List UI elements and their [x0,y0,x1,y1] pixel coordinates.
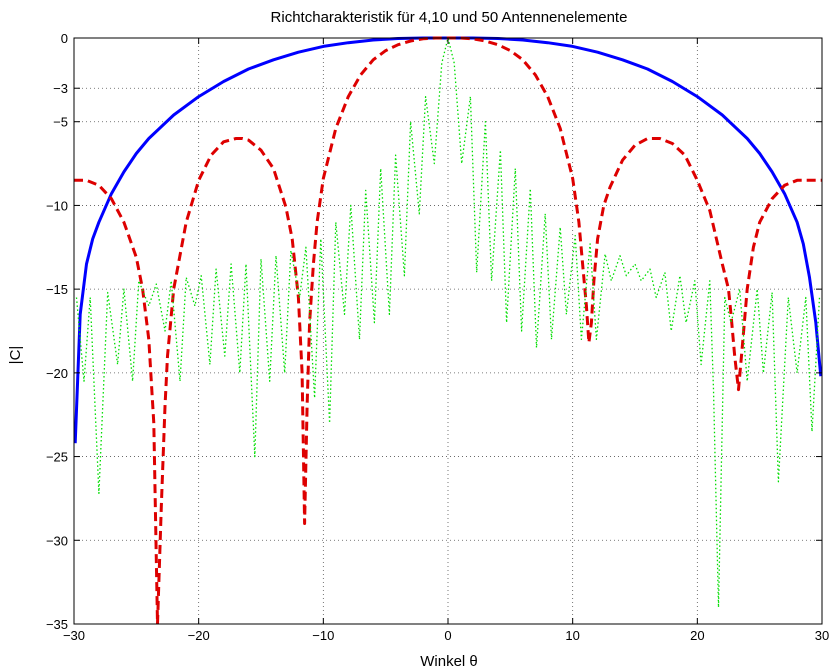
chart-title: Richtcharakteristik für 4,10 und 50 Ante… [271,9,628,26]
x-tick-label: 10 [565,628,579,643]
x-tick-label: −30 [63,628,85,643]
series-group [73,36,823,626]
y-tick-label: −10 [46,198,68,213]
axis-ticks: −30 −20 −10 0 10 20 300−3−5−10−15−20−25−30−35 [46,31,829,643]
plot-frame [73,37,823,625]
y-tick-label: −3 [53,81,68,96]
y-tick-label: −25 [46,450,68,465]
y-axis-label: |C| [7,346,24,365]
y-tick-label: −5 [53,115,68,130]
y-tick-label: −35 [46,617,68,632]
y-tick-label: 0 [61,31,68,46]
x-tick-label: 30 [815,628,829,643]
x-axis-label: Winkel θ [420,653,478,670]
series-line-dotted [75,37,821,608]
x-tick-label: −10 [312,628,334,643]
x-tick-label: 0 [444,628,451,643]
y-tick-label: −30 [46,533,68,548]
y-tick-label: −20 [46,366,68,381]
grid-lines [73,37,823,625]
series-line-dashed [74,36,822,626]
x-tick-label: −20 [188,628,210,643]
x-tick-label: 20 [690,628,704,643]
y-tick-label: −15 [46,282,68,297]
